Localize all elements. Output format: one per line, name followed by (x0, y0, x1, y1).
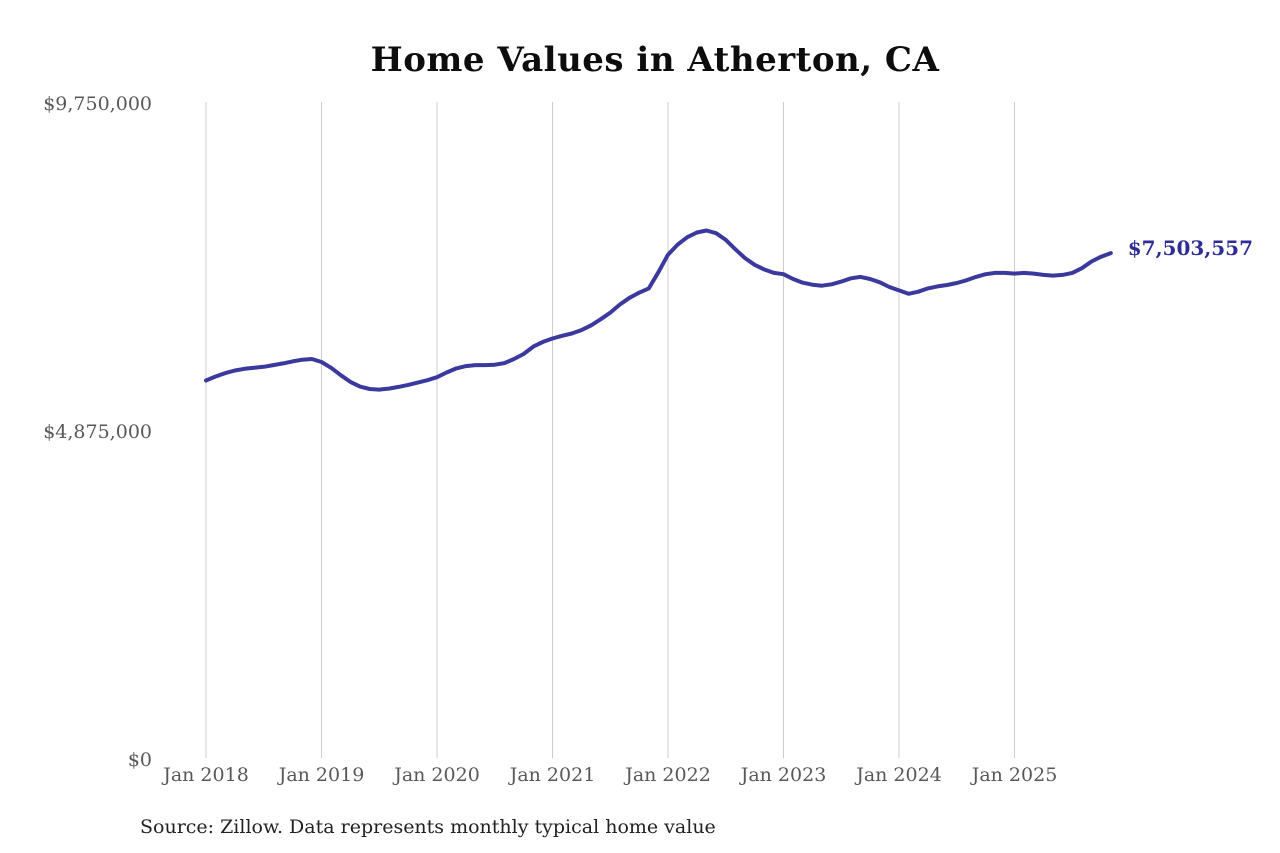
x-axis-tick-label: Jan 2019 (277, 764, 365, 786)
x-axis-tick-label: Jan 2024 (854, 764, 942, 786)
x-axis-tick-label: Jan 2018 (161, 764, 249, 786)
y-axis-tick-label: $9,750,000 (43, 93, 152, 115)
x-axis-tick-label: Jan 2021 (508, 764, 596, 786)
y-axis-tick-label: $0 (128, 749, 152, 771)
x-axis-tick-label: Jan 2020 (392, 764, 480, 786)
x-axis-tick-label: Jan 2025 (970, 764, 1058, 786)
y-axis-tick-label: $4,875,000 (43, 421, 152, 443)
chart-title: Home Values in Atherton, CA (370, 40, 940, 80)
series-line (204, 228, 1113, 392)
source-note: Source: Zillow. Data represents monthly … (140, 816, 716, 838)
x-axis-tick-label: Jan 2022 (623, 764, 711, 786)
end-value-label: $7,503,557 (1128, 236, 1253, 260)
x-axis-tick-label: Jan 2023 (739, 764, 827, 786)
